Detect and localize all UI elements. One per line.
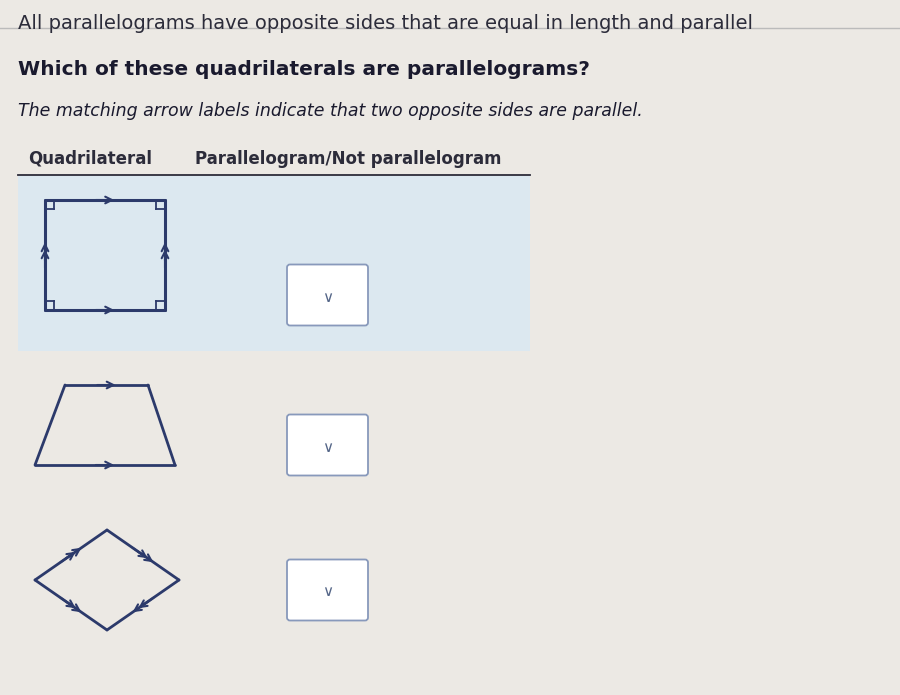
- FancyBboxPatch shape: [287, 559, 368, 621]
- Bar: [18, 176, 530, 351]
- Text: Quadrilateral: Quadrilateral: [28, 150, 152, 168]
- Text: All parallelograms have opposite sides that are equal in length and parallel: All parallelograms have opposite sides t…: [18, 14, 753, 33]
- Text: Parallelogram/Not parallelogram: Parallelogram/Not parallelogram: [195, 150, 501, 168]
- Text: ∨: ∨: [322, 439, 333, 455]
- Text: ∨: ∨: [322, 584, 333, 600]
- FancyBboxPatch shape: [287, 265, 368, 325]
- Text: ∨: ∨: [322, 290, 333, 304]
- FancyBboxPatch shape: [287, 414, 368, 475]
- Text: The matching arrow labels indicate that two opposite sides are parallel.: The matching arrow labels indicate that …: [18, 102, 643, 120]
- Text: Which of these quadrilaterals are parallelograms?: Which of these quadrilaterals are parall…: [18, 60, 590, 79]
